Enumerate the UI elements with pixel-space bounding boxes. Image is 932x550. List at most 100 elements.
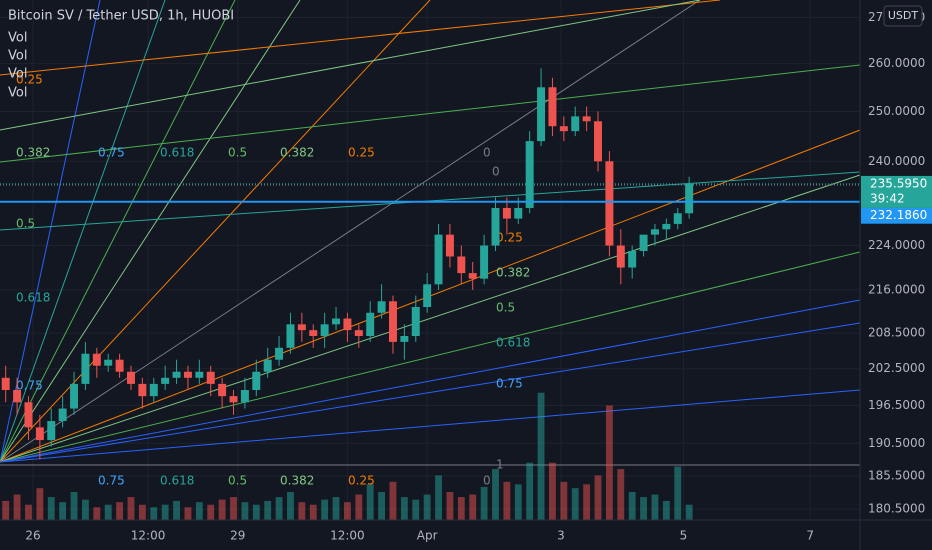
fan-label: 0.75 xyxy=(98,474,125,488)
fan-label: 0.75 xyxy=(496,377,523,391)
volume-bar xyxy=(104,504,112,520)
volume-bar xyxy=(309,504,317,520)
volume-bar xyxy=(241,502,249,520)
x-tick-label: 12:00 xyxy=(131,529,166,543)
volume-bar xyxy=(674,466,682,520)
volume-bar xyxy=(571,488,579,520)
candle-body xyxy=(13,390,22,403)
candle-body xyxy=(320,324,329,337)
candle-body xyxy=(275,347,284,360)
candle-body xyxy=(525,141,534,208)
volume-bar xyxy=(594,475,602,520)
fan-label: 0.382 xyxy=(496,266,530,280)
candle-body xyxy=(263,359,272,372)
fan-label: 0.75 xyxy=(16,379,43,393)
y-tick-label: 216.0000 xyxy=(868,282,925,296)
volume-bar xyxy=(70,492,78,520)
volume-bar xyxy=(173,500,180,520)
candle-body xyxy=(332,318,341,325)
volume-bar xyxy=(378,492,386,520)
candle-body xyxy=(354,330,363,337)
candle-body xyxy=(70,383,79,409)
candle-body xyxy=(434,234,443,285)
volume-bar xyxy=(252,504,260,520)
fan-label: 0.618 xyxy=(160,146,194,160)
y-tick-label: 240.0000 xyxy=(868,154,925,168)
candle-body xyxy=(115,359,124,372)
volume-bar xyxy=(446,492,454,520)
fan-label: 0.25 xyxy=(348,474,375,488)
volume-bar xyxy=(161,504,169,520)
volume-bar xyxy=(549,462,556,520)
volume-bar xyxy=(36,488,44,520)
fan-label: 0.5 xyxy=(228,146,247,160)
volume-bar xyxy=(116,502,124,520)
fan-label: 0.25 xyxy=(16,73,43,87)
volume-bar xyxy=(651,494,659,520)
candle-body xyxy=(377,301,386,313)
candle-body xyxy=(423,284,432,308)
fan-label: 0 xyxy=(483,474,491,488)
volume-bar xyxy=(526,462,534,520)
candle-body xyxy=(400,336,409,342)
indicator: Vol xyxy=(8,49,27,64)
x-tick-label: Apr xyxy=(417,529,438,543)
gann-fan: 0.25 0.382 0.75 0.618 0.5 0.382 0.25 0 0.5 0.618 0… xyxy=(0,0,861,488)
fan-label: 0.75 xyxy=(98,146,125,160)
y-tick-label: 202.5000 xyxy=(868,361,925,375)
x-tick-label: 26 xyxy=(25,529,40,543)
volume-bar xyxy=(218,499,226,520)
volume-bar xyxy=(275,497,283,520)
candle-body xyxy=(161,377,170,384)
x-tick-label: 7 xyxy=(806,529,814,543)
candle-body xyxy=(605,161,614,246)
candle-body xyxy=(537,87,546,142)
candle-body xyxy=(457,256,466,274)
volume-bar xyxy=(480,486,488,520)
volume-bar xyxy=(469,494,477,520)
currency-badge[interactable] xyxy=(883,5,923,27)
candle-body xyxy=(502,207,511,219)
volume-bar xyxy=(127,497,135,520)
x-tick-label: 3 xyxy=(557,529,565,543)
volume-bar xyxy=(93,507,101,520)
volume-bar xyxy=(366,484,374,520)
x-tick-label: 29 xyxy=(230,529,245,543)
candle-body xyxy=(172,371,181,378)
candle-body xyxy=(24,402,33,428)
volume-bar xyxy=(423,494,431,520)
y-tick-label: 224.0000 xyxy=(868,238,925,252)
last-price-marker xyxy=(861,175,932,208)
volume-bar xyxy=(389,481,397,520)
fan-label: 0.382 xyxy=(280,146,314,160)
candle-body xyxy=(639,234,648,251)
fan-label: 0.382 xyxy=(16,146,50,160)
price-marker xyxy=(861,207,932,224)
volume-bar xyxy=(47,497,55,520)
candle-body xyxy=(1,377,10,391)
candle-body xyxy=(252,371,261,391)
fan-label: 0.25 xyxy=(496,231,523,245)
candle-body xyxy=(445,234,454,257)
last-price-label: 235.5950 xyxy=(870,176,927,190)
volume-bar xyxy=(25,504,32,520)
volume-bar xyxy=(605,405,613,520)
fan-label: 0.25 xyxy=(348,146,375,160)
candle-body xyxy=(240,390,249,403)
plot xyxy=(0,68,860,520)
currency: USDT xyxy=(888,9,919,22)
volume-bar xyxy=(640,497,647,520)
fan-label: 0.618 xyxy=(496,336,530,350)
candle-body xyxy=(206,371,215,384)
volume-bar xyxy=(287,492,294,520)
volume-bar xyxy=(457,497,465,520)
candle-body xyxy=(366,312,375,337)
volume-bar xyxy=(583,484,591,520)
candle-body xyxy=(685,183,694,214)
candle-body xyxy=(480,245,489,279)
volume-bar xyxy=(400,497,408,520)
candle-body xyxy=(127,371,135,384)
